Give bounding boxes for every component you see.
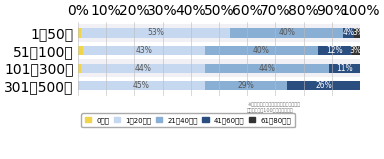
Bar (78, 77, 360, 95)
Bar (78, 64, 81, 73)
Bar (78, 24, 360, 42)
Text: 3%: 3% (353, 28, 365, 37)
Bar (83, 46, 205, 55)
Bar (78, 59, 360, 77)
Text: 40%: 40% (253, 46, 270, 55)
Bar (205, 81, 287, 90)
Text: 29%: 29% (237, 81, 254, 90)
Bar (81, 28, 230, 38)
Bar (343, 28, 354, 38)
Text: 11%: 11% (336, 64, 353, 73)
Bar (78, 46, 83, 55)
Bar (360, 64, 363, 73)
Text: 44%: 44% (134, 64, 151, 73)
Bar (81, 64, 205, 73)
Legend: 0時間, 1～20時間, 21～40時間, 41～60時間, 61～80時間: 0時間, 1～20時間, 21～40時間, 41～60時間, 61～80時間 (81, 113, 295, 127)
Bar (78, 81, 205, 90)
Text: 3%: 3% (350, 46, 362, 55)
Text: 45%: 45% (133, 81, 150, 90)
Bar (329, 64, 360, 73)
Text: 4%: 4% (343, 28, 355, 37)
Bar (78, 42, 360, 59)
Bar (354, 28, 363, 38)
Text: 43%: 43% (136, 46, 152, 55)
Text: ※小数点以下を四捨五入しているため、
ずれ、合計が100％にならない。: ※小数点以下を四捨五入しているため、 ずれ、合計が100％にならない。 (247, 102, 300, 113)
Bar (230, 28, 343, 38)
Bar (287, 81, 360, 90)
Bar (78, 28, 81, 38)
Bar (352, 46, 360, 55)
Bar (318, 46, 352, 55)
Text: 12%: 12% (326, 46, 343, 55)
Text: 44%: 44% (258, 64, 275, 73)
Text: 26%: 26% (315, 81, 332, 90)
Text: 40%: 40% (278, 28, 295, 37)
Bar (205, 64, 329, 73)
Text: 53%: 53% (147, 28, 164, 37)
Bar (205, 46, 318, 55)
